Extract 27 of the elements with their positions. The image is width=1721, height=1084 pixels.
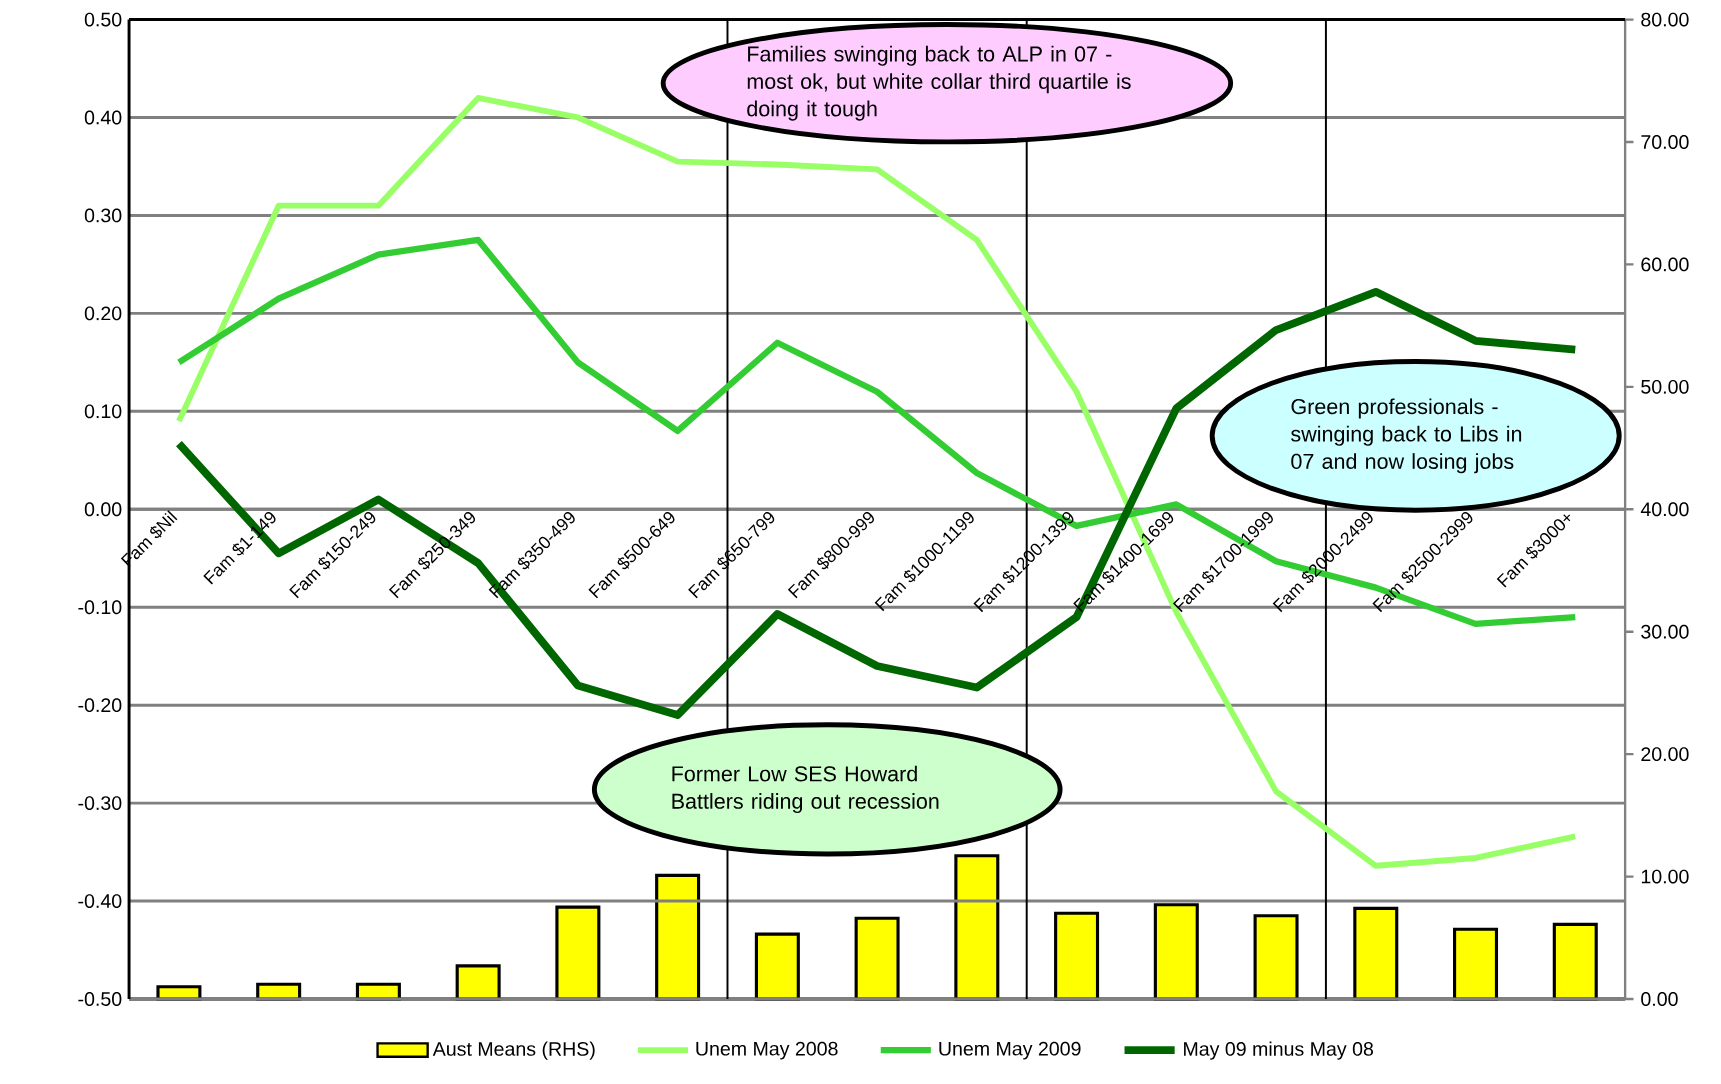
y-tick-label: 0.00 [84, 502, 122, 517]
y2-tick-label: 30.00 [1641, 624, 1689, 639]
y2-tick-label: 80.00 [1641, 12, 1689, 27]
y-tick-label: 0.20 [84, 306, 122, 321]
y-tick-label: 0.30 [84, 208, 122, 223]
y-tick-label: -0.20 [78, 698, 122, 713]
annotation: Families swinging back to ALP in 07 - most ok, but white collar third quartile is doing it tough [747, 45, 1131, 121]
annotation: Former Low SES Howard Battlers riding out recession [672, 765, 939, 814]
y-tick-label: -0.30 [78, 796, 122, 810]
y2-tick-label: 40.00 [1640, 502, 1689, 517]
legend-label: Aust Means (RHS) [432, 1041, 595, 1060]
y2-tick-label: 50.00 [1641, 379, 1689, 394]
y2-tick-label: 60.00 [1641, 257, 1689, 272]
annotation: Green professionals - swinging back to Libs in 07 and now losing jobs [1291, 398, 1522, 474]
legend-label: Unem May 2008 [696, 1041, 838, 1060]
y2-tick-label: 20.00 [1641, 747, 1689, 761]
y-tick-label: -0.40 [78, 894, 122, 908]
y-tick-label: -0.10 [78, 600, 122, 615]
y2-tick-label: 10.00 [1641, 869, 1689, 884]
legend-label: Unem May 2009 [939, 1041, 1081, 1060]
y-tick-label: 0.50 [84, 12, 122, 27]
legend-label: May 09 minus May 08 [1184, 1041, 1374, 1060]
y-tick-label: -0.50 [78, 992, 122, 1006]
y2-tick-label: 70.00 [1641, 135, 1689, 149]
y-tick-label: 0.10 [84, 404, 122, 419]
y-tick-label: 0.40 [84, 110, 122, 125]
y2-tick-label: 0.00 [1641, 992, 1678, 1006]
